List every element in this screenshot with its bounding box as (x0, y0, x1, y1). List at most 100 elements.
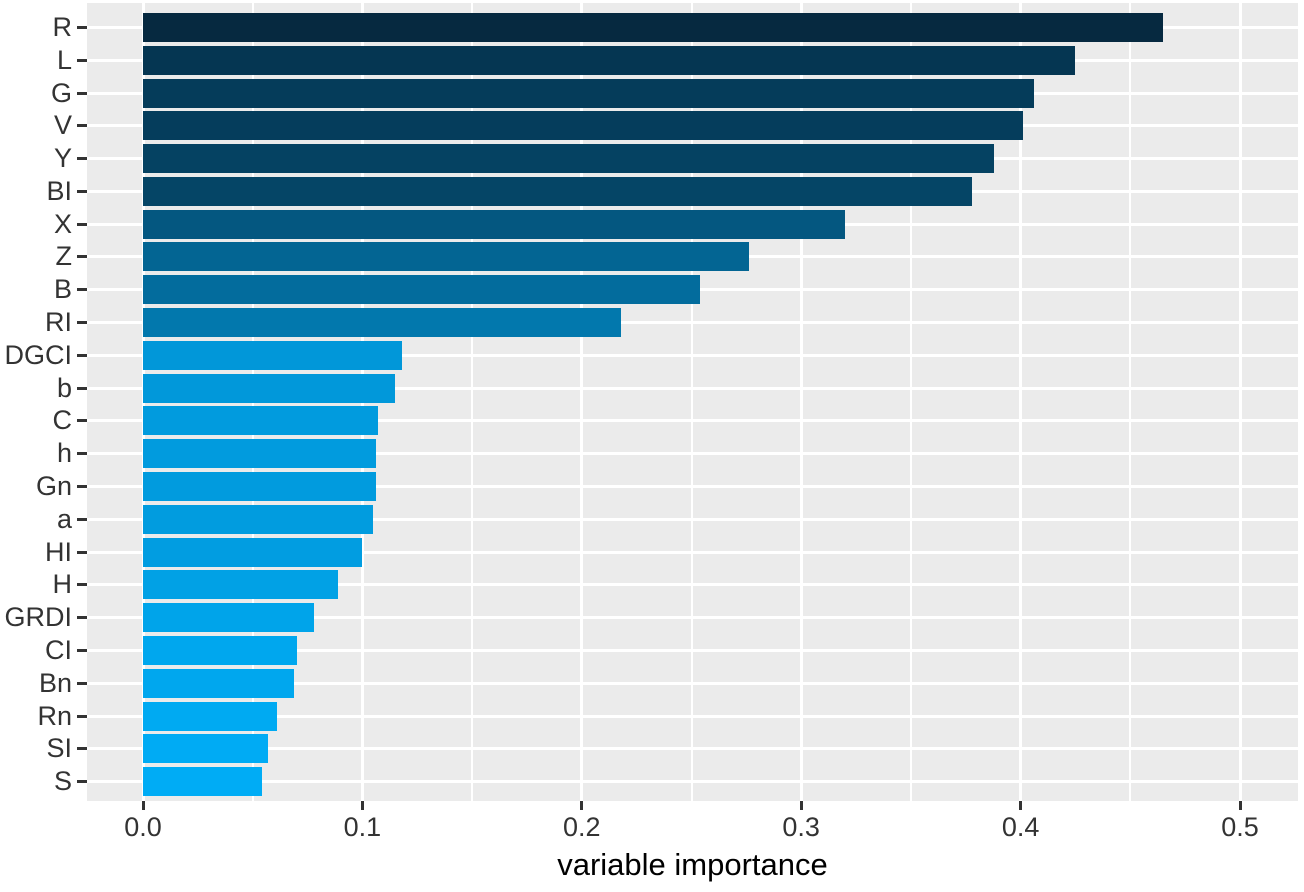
bar-G (143, 78, 1034, 108)
gridline-vertical-minor (690, 3, 693, 801)
x-axis-tick-mark (580, 801, 584, 810)
y-axis-tick-mark (77, 452, 87, 456)
bar-B (143, 275, 701, 305)
y-axis-tick-mark (77, 419, 87, 423)
y-axis-tick-mark (77, 681, 87, 685)
y-axis-tick-mark (77, 714, 87, 718)
bar-BI (143, 176, 973, 206)
y-axis-tick-mark (77, 255, 87, 259)
y-axis-tick-mark (77, 124, 87, 128)
y-axis-label: L (56, 44, 72, 75)
bar-RI (143, 308, 622, 337)
y-axis-tick-mark (77, 353, 87, 357)
y-axis-label: Y (53, 143, 72, 174)
gridline-horizontal-major (87, 550, 1298, 554)
y-axis-tick-mark (77, 386, 87, 390)
y-axis-label: Z (55, 241, 73, 272)
gridline-vertical-major (799, 3, 803, 801)
bar-a (143, 504, 374, 534)
gridline-horizontal-major (87, 648, 1298, 652)
bar-H (143, 570, 339, 600)
bar-Rn (143, 701, 277, 731)
y-axis-tick-mark (77, 321, 87, 324)
y-axis-tick-mark (77, 288, 87, 292)
gridline-horizontal-major (87, 747, 1298, 751)
x-axis-tick-label: 0.3 (782, 812, 820, 842)
bar-HI (143, 537, 363, 567)
x-axis-tick-mark (1019, 801, 1023, 810)
x-axis-tick-label: 0.0 (124, 812, 162, 842)
y-axis-label: h (56, 438, 72, 469)
y-axis-tick-mark (77, 517, 87, 521)
y-axis-tick-mark (77, 222, 87, 226)
x-axis-tick-mark (141, 801, 145, 810)
y-axis-tick-mark (77, 747, 87, 751)
y-axis-tick-mark (77, 485, 87, 488)
y-axis-label: G (50, 77, 72, 108)
gridline-vertical-minor (909, 3, 912, 801)
bar-Gn (143, 472, 376, 501)
gridline-horizontal-major (87, 386, 1298, 390)
gridline-horizontal-major (87, 419, 1298, 423)
y-axis-tick-mark (77, 58, 87, 62)
y-axis-tick-mark (77, 157, 87, 161)
y-axis-tick-mark (77, 25, 87, 29)
bar-Z (143, 242, 749, 272)
y-axis-tick-mark (77, 550, 87, 554)
gridline-horizontal-major (87, 714, 1298, 718)
y-axis-label: H (52, 569, 73, 600)
gridline-vertical-minor (1129, 3, 1132, 801)
y-axis-label: RI (45, 307, 72, 337)
y-axis-tick-mark (77, 189, 87, 193)
x-axis-tick-label: 0.4 (1001, 812, 1040, 842)
gridline-horizontal-major (87, 780, 1298, 784)
bar-SI (143, 734, 269, 764)
gridline-horizontal-major (87, 616, 1298, 620)
bar-L (143, 45, 1076, 75)
y-axis-tick-mark (77, 583, 87, 587)
gridline-horizontal-major (87, 681, 1298, 685)
y-axis-label: BI (46, 175, 72, 206)
bar-Y (143, 144, 995, 174)
gridline-horizontal-major (87, 452, 1298, 456)
y-axis-label: GRDI (4, 602, 73, 633)
gridline-horizontal-major (87, 517, 1298, 521)
gridline-vertical-major (1019, 3, 1023, 801)
bar-S (143, 767, 262, 797)
bar-GRDI (143, 603, 315, 633)
y-axis-label: SI (46, 733, 72, 764)
gridline-horizontal-major (87, 321, 1298, 324)
bar-h (143, 439, 376, 469)
y-axis-label: X (53, 208, 72, 239)
gridline-horizontal-major (87, 485, 1298, 488)
y-axis-label: Bn (38, 667, 72, 698)
gridline-horizontal-major (87, 583, 1298, 587)
bar-b (143, 373, 396, 403)
x-axis-tick-mark (799, 801, 803, 810)
y-axis-tick-mark (77, 616, 87, 620)
x-axis-tick-label: 0.1 (343, 812, 382, 842)
y-axis-label: V (53, 110, 72, 141)
y-axis-label: C (52, 405, 73, 436)
y-axis-label: a (56, 503, 72, 534)
x-axis-tick-label: 0.5 (1221, 812, 1259, 842)
gridline-vertical-minor (471, 3, 474, 801)
x-axis-tick-mark (1238, 801, 1242, 810)
y-axis-label: b (56, 372, 72, 403)
y-axis-label: HI (45, 536, 72, 567)
bar-Bn (143, 668, 295, 698)
gridline-horizontal-major (87, 353, 1298, 357)
plot-panel (87, 3, 1298, 801)
bar-V (143, 111, 1023, 141)
y-axis-label: B (53, 274, 72, 305)
y-axis-label: Rn (37, 700, 72, 731)
bar-C (143, 406, 378, 436)
x-axis-tick-label: 0.2 (563, 812, 601, 842)
gridline-vertical-major (1238, 3, 1242, 801)
y-axis-tick-mark (77, 780, 87, 784)
bar-R (143, 12, 1164, 42)
y-axis-tick-mark (77, 648, 87, 652)
bar-CI (143, 635, 297, 665)
y-axis-tick-mark (77, 91, 87, 95)
